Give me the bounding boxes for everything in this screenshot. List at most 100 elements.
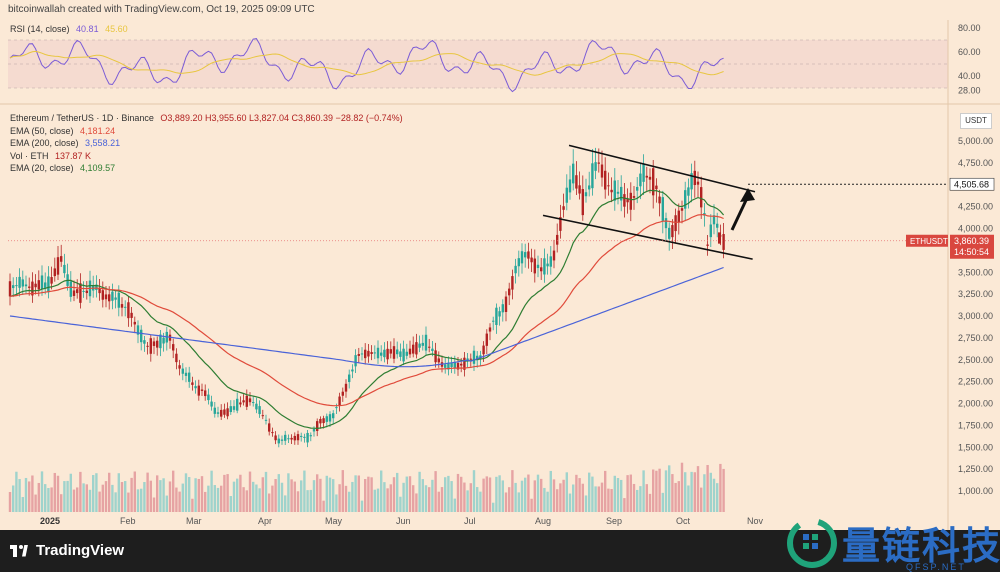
price-tick-label: 3,250.00 [958, 289, 993, 299]
volume-bar [581, 483, 584, 512]
tradingview-logo[interactable]: TradingView [10, 542, 124, 559]
price-legend: Ethereum / TetherUS · 1D · Binance O3,88… [10, 112, 403, 175]
volume-bar [367, 476, 370, 512]
volume-bar [616, 478, 620, 512]
volume-bar [309, 489, 312, 512]
volume-bar [232, 481, 236, 512]
volume-bar [594, 486, 597, 512]
volume-bar [472, 470, 476, 512]
candle-body [98, 287, 101, 294]
candle-body [47, 276, 50, 293]
volume-bar [546, 491, 549, 512]
volume-bar [495, 476, 498, 512]
volume-bar [453, 498, 456, 512]
candle-body [184, 372, 188, 376]
candle-body [444, 364, 447, 368]
volume-bar [82, 483, 85, 512]
candle-body [204, 390, 207, 397]
candle-body [712, 215, 716, 225]
candle-body [530, 257, 533, 263]
volume-bar [588, 472, 591, 512]
candle-body [213, 407, 216, 414]
volume-bar [111, 484, 114, 512]
candle-body [351, 369, 354, 372]
volume-bar [405, 476, 408, 512]
volume-bar [575, 474, 578, 512]
rsi-tick-label: 80.00 [958, 23, 981, 33]
candle-body [594, 162, 597, 171]
volume-bar [264, 471, 268, 512]
candle-body [8, 281, 12, 297]
candle-body [82, 290, 85, 292]
candle-body [396, 349, 399, 355]
volume-bar [565, 472, 568, 512]
price-tick-label: 5,000.00 [958, 136, 993, 146]
tradingview-mark-icon [10, 544, 30, 557]
price-tick-label: 1,250.00 [958, 464, 993, 474]
volume-bar [300, 480, 303, 512]
volume-bar [188, 477, 191, 512]
candle-body [143, 340, 146, 344]
volume-bar [607, 488, 610, 512]
candle-body [584, 192, 588, 197]
volume-bar [60, 494, 63, 512]
volume-bar [226, 474, 229, 512]
volume-bar [645, 484, 648, 512]
candle-body [303, 436, 306, 438]
candle-body [306, 432, 309, 443]
candle-body [290, 437, 293, 440]
volume-bar [101, 484, 104, 512]
volume-bar [434, 471, 437, 512]
volume-bar [700, 487, 703, 512]
candle-body [152, 341, 156, 346]
candle-body [408, 348, 412, 355]
volume-bar [117, 473, 120, 512]
month-label: Feb [120, 516, 136, 526]
currency-selector[interactable]: USDT [960, 113, 992, 129]
candle-body [117, 292, 120, 308]
candle-body [255, 403, 258, 410]
volume-bar [674, 482, 677, 512]
candle-body [652, 168, 655, 196]
candle-body [559, 217, 562, 231]
volume-bar [316, 474, 319, 512]
volume-bar [354, 475, 357, 512]
channel-lower-line [542, 214, 753, 260]
volume-bar [136, 489, 140, 512]
volume-bar [162, 478, 165, 512]
volume-bar [236, 478, 239, 512]
volume-bar [636, 489, 639, 512]
volume-bar [293, 481, 296, 512]
candle-body [370, 352, 373, 354]
symbol-title: Ethereum / TetherUS · 1D · Binance [10, 113, 154, 123]
candle-body [328, 414, 332, 422]
candle-body [229, 406, 232, 413]
volume-bar [50, 487, 53, 512]
current-price-label: 3,860.39 [954, 236, 989, 246]
candle-body [130, 312, 133, 318]
candle-body [200, 389, 204, 391]
candle-body [399, 351, 402, 357]
volume-bar [21, 497, 24, 512]
candle-body [568, 179, 572, 193]
volume-bar [498, 475, 501, 512]
volume-bar [325, 475, 328, 512]
candle-body [428, 346, 431, 348]
volume-bar [88, 489, 92, 512]
candle-body [680, 208, 684, 211]
volume-bar [552, 479, 556, 512]
candle-body [463, 357, 466, 370]
volume-bar [248, 471, 252, 512]
candle-body [322, 418, 325, 424]
candle-body [722, 234, 725, 250]
volume-bar [476, 487, 479, 512]
volume-bar [386, 488, 389, 512]
volume-bar [351, 481, 354, 512]
volume-bar [12, 485, 15, 512]
candle-body [536, 264, 540, 269]
candle-body [716, 223, 719, 228]
volume-bar [210, 470, 213, 512]
candle-body [277, 438, 280, 444]
volume-bar [274, 479, 277, 512]
